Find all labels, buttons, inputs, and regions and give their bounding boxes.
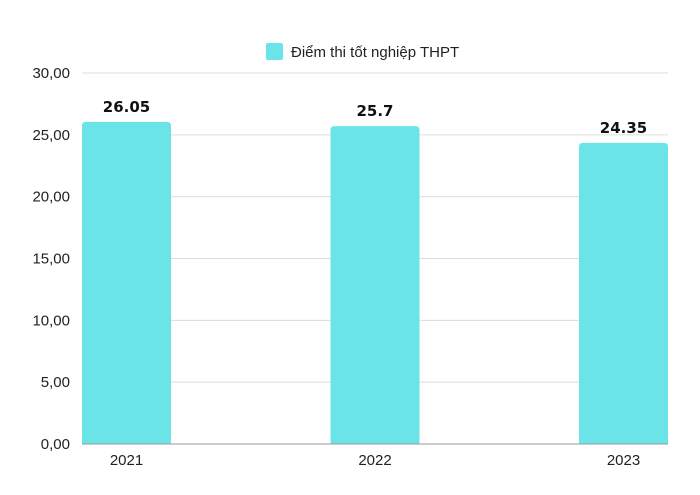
y-tick-label: 25,00 <box>32 127 70 144</box>
y-tick-label: 0,00 <box>41 436 70 453</box>
x-axis-tick-labels: 2021 2022 2023 <box>110 452 640 469</box>
y-tick-label: 10,00 <box>32 312 70 329</box>
data-label-2021: 26.05 <box>103 98 150 116</box>
y-tick-label: 5,00 <box>41 374 70 391</box>
bars <box>82 121 668 445</box>
data-label-2022: 25.7 <box>356 102 393 120</box>
legend-label: Điểm thi tốt nghiệp THPT <box>291 44 459 61</box>
bar-2021 <box>82 121 171 445</box>
data-labels: 26.05 25.7 24.35 <box>103 98 647 137</box>
y-tick-label: 30,00 <box>32 65 70 82</box>
bar-2023 <box>579 142 668 444</box>
legend: Điểm thi tốt nghiệp THPT <box>266 43 459 61</box>
bar-2022 <box>330 126 420 444</box>
y-tick-label: 20,00 <box>32 189 70 206</box>
y-tick-label: 15,00 <box>32 251 70 268</box>
data-label-2023: 24.35 <box>600 119 647 137</box>
x-tick-label-2022: 2022 <box>358 452 391 469</box>
x-tick-label-2021: 2021 <box>110 452 143 469</box>
legend-swatch <box>266 43 283 60</box>
y-axis-tick-labels: 0,00 5,00 10,00 15,00 20,00 25,00 30,00 <box>32 65 70 453</box>
x-tick-label-2023: 2023 <box>607 452 640 469</box>
